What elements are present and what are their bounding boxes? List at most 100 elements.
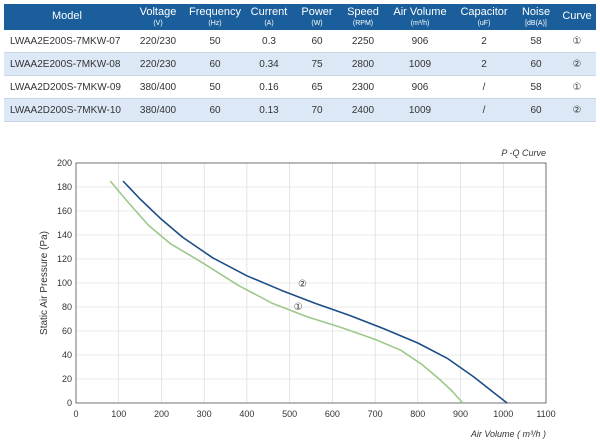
column-unit: (W) xyxy=(311,19,323,27)
table-cell: 60 xyxy=(514,52,558,76)
table-cell: 2800 xyxy=(340,52,386,76)
table-cell: 0.16 xyxy=(244,75,294,99)
column-header: Noise [dB(A)] xyxy=(514,4,558,30)
y-tick-label: 0 xyxy=(67,398,72,408)
column-header: Model xyxy=(4,4,130,30)
x-axis-label: Air Volume ( m³/h ) xyxy=(470,429,546,439)
table-cell: 65 xyxy=(294,75,340,99)
table-header-row: Model Voltage (V) Frequency (Hz) Current (A) Po… xyxy=(4,4,596,30)
table-cell: 50 xyxy=(186,75,244,99)
chart-axes: 0 100 200 300 400 500 600 700 800 900 1000 1100 0 20 4… xyxy=(57,158,556,419)
table-cell: 58 xyxy=(514,30,558,53)
table-cell: LWAA2E200S-7MKW-08 xyxy=(4,52,130,76)
column-unit: (A) xyxy=(264,19,274,27)
table-cell: 906 xyxy=(386,75,454,99)
table-cell: 220/230 xyxy=(130,30,186,53)
table-cell: 2250 xyxy=(340,30,386,53)
x-tick-label: 700 xyxy=(368,409,383,419)
column-title: Noise xyxy=(521,6,551,19)
column-unit: (uF) xyxy=(477,19,491,27)
table-cell: LWAA2D200S-7MKW-09 xyxy=(4,75,130,99)
x-tick-label: 1100 xyxy=(536,409,555,419)
y-tick-label: 40 xyxy=(62,350,72,360)
column-header: Current (A) xyxy=(244,4,294,30)
y-tick-label: 80 xyxy=(62,302,72,312)
table-cell: / xyxy=(454,98,514,122)
column-unit: (RPM) xyxy=(352,19,374,27)
column-unit: [dB(A)] xyxy=(525,19,547,27)
y-axis-label: Static Air Pressure (Pa) xyxy=(39,231,50,335)
table-cell: 2400 xyxy=(340,98,386,122)
y-tick-label: 100 xyxy=(57,278,72,288)
y-tick-label: 200 xyxy=(57,158,72,168)
table-cell: 2 xyxy=(454,52,514,76)
column-header: Speed (RPM) xyxy=(340,4,386,30)
x-tick-label: 1000 xyxy=(493,409,513,419)
table-row: LWAA2D200S-7MKW-09 380/400 50 0.16 65 2300 906… xyxy=(4,75,596,99)
table-cell: 2300 xyxy=(340,75,386,99)
column-unit: (Hz) xyxy=(208,19,222,27)
table-cell: 0.34 xyxy=(244,52,294,76)
table-cell: 60 xyxy=(294,30,340,53)
plot-frame xyxy=(75,162,547,404)
column-title: Power xyxy=(301,6,333,19)
chart-grid xyxy=(75,162,547,404)
table-cell: ① xyxy=(558,30,596,53)
series-line-1 xyxy=(109,180,464,404)
pq-chart: 0 100 200 300 400 500 600 700 800 900 1000 1100 0 20 4… xyxy=(39,148,556,439)
table-cell: ② xyxy=(558,52,596,76)
y-tick-label: 140 xyxy=(57,230,72,240)
x-tick-label: 200 xyxy=(154,409,169,419)
series-label-2: ② xyxy=(298,279,307,290)
x-tick-label: 0 xyxy=(73,409,78,419)
table-cell: / xyxy=(454,75,514,99)
spec-table: Model Voltage (V) Frequency (Hz) Current (A) Po… xyxy=(4,4,596,122)
x-tick-label: 800 xyxy=(410,409,425,419)
table-cell: 0.3 xyxy=(244,30,294,53)
table-cell: 60 xyxy=(514,98,558,122)
series-label-1: ① xyxy=(294,302,303,313)
table-cell: 220/230 xyxy=(130,52,186,76)
table-cell: ② xyxy=(558,98,596,122)
column-title: Speed xyxy=(347,6,379,19)
y-tick-label: 20 xyxy=(62,374,72,384)
table-row: LWAA2E200S-7MKW-07 220/230 50 0.3 60 2250 906 2… xyxy=(4,30,596,53)
y-tick-label: 180 xyxy=(57,182,72,192)
table-cell: 75 xyxy=(294,52,340,76)
table-cell: 50 xyxy=(186,30,244,53)
table-cell: 0.13 xyxy=(244,98,294,122)
table-cell: 60 xyxy=(186,98,244,122)
column-header: Power (W) xyxy=(294,4,340,30)
table-cell: LWAA2E200S-7MKW-07 xyxy=(4,30,130,53)
table-cell: 2 xyxy=(454,30,514,53)
table-cell: 70 xyxy=(294,98,340,122)
table-cell: 60 xyxy=(186,52,244,76)
x-tick-label: 400 xyxy=(239,409,254,419)
table-cell: 58 xyxy=(514,75,558,99)
column-unit: (m³/h) xyxy=(410,19,430,27)
table-cell: 1009 xyxy=(386,52,454,76)
table-row: LWAA2E200S-7MKW-08 220/230 60 0.34 75 2800 100… xyxy=(4,52,596,76)
table-cell: ① xyxy=(558,75,596,99)
chart-title: P -Q Curve xyxy=(501,148,546,158)
column-title: Model xyxy=(52,10,82,23)
column-title: Current xyxy=(250,6,288,19)
x-tick-label: 500 xyxy=(282,409,297,419)
table-cell: 906 xyxy=(386,30,454,53)
x-tick-label: 600 xyxy=(325,409,340,419)
x-tick-label: 100 xyxy=(111,409,126,419)
column-title: Curve xyxy=(562,10,592,23)
column-header: Capacitor (uF) xyxy=(454,4,514,30)
x-tick-label: 300 xyxy=(197,409,212,419)
y-tick-label: 60 xyxy=(62,326,72,336)
table-cell: 1009 xyxy=(386,98,454,122)
column-unit: (V) xyxy=(153,19,163,27)
table-cell: 380/400 xyxy=(130,98,186,122)
series-line-2 xyxy=(122,180,508,404)
column-title: Capacitor xyxy=(460,6,508,19)
table-cell: 380/400 xyxy=(130,75,186,99)
table-cell: LWAA2D200S-7MKW-10 xyxy=(4,98,130,122)
column-title: Air Volume xyxy=(393,6,447,19)
table-row: LWAA2D200S-7MKW-10 380/400 60 0.13 70 2400 100… xyxy=(4,98,596,122)
x-tick-label: 900 xyxy=(453,409,468,419)
